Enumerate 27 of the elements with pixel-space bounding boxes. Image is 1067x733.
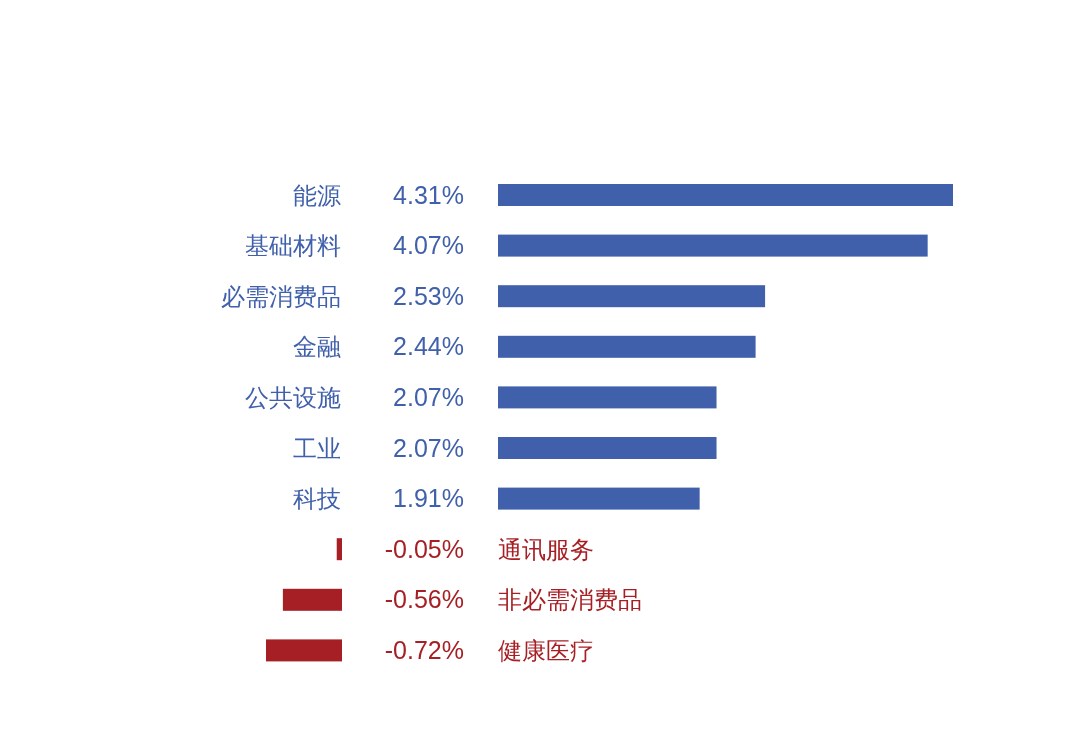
data-label: 4.31% (393, 180, 464, 209)
data-label: 2.44% (393, 332, 464, 361)
data-label: 4.07% (393, 231, 464, 260)
data-label: 2.07% (393, 382, 464, 411)
bar (498, 285, 766, 308)
data-label: 2.53% (393, 281, 464, 310)
y-tick-label: 必需消费品 (221, 282, 341, 310)
bar (498, 184, 953, 206)
data-label: 2.07% (393, 433, 464, 462)
bar (498, 234, 928, 257)
bar (498, 335, 756, 358)
data-label: -0.56% (384, 585, 464, 614)
bar (498, 487, 700, 510)
y-tick-label: 健康医疗 (498, 636, 594, 664)
data-label: -0.05% (384, 534, 464, 563)
bar (498, 437, 717, 459)
bar (498, 386, 717, 409)
data-label: 1.91% (393, 484, 464, 513)
y-tick-label: 金融 (293, 333, 341, 361)
y-tick-label: 科技 (293, 485, 341, 513)
y-tick-label: 工业 (293, 434, 341, 462)
y-tick-label: 通讯服务 (498, 535, 594, 563)
y-tick-label: 能源 (293, 181, 341, 209)
data-label: -0.72% (384, 635, 464, 664)
y-tick-label: 基础材料 (245, 232, 341, 260)
y-tick-label: 公共设施 (245, 383, 341, 411)
y-tick-label: 非必需消费品 (498, 586, 642, 614)
